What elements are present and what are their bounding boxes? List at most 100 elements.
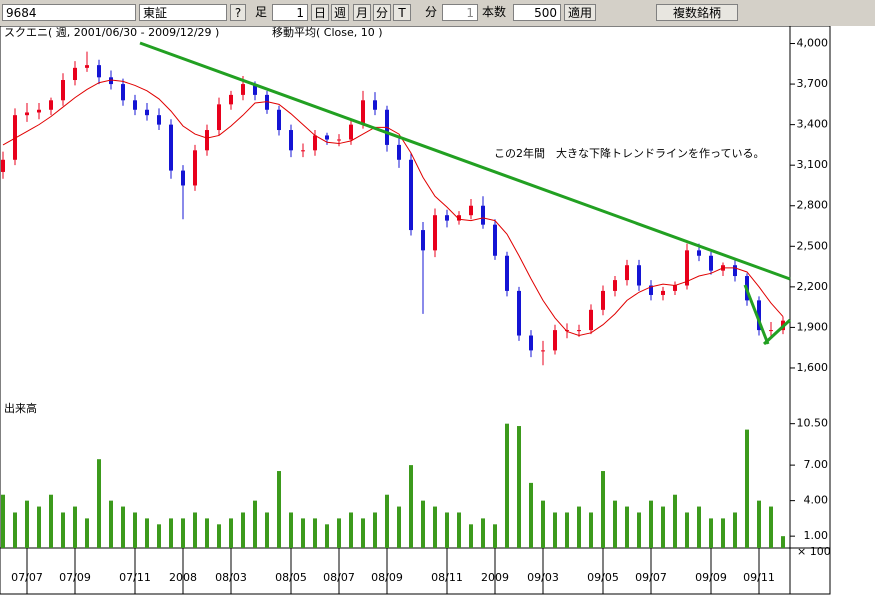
candle-body xyxy=(469,205,473,216)
candle-body xyxy=(205,130,209,151)
ma-label: 移動平均( Close, 10 ) xyxy=(272,26,383,39)
trend-line xyxy=(743,284,770,345)
period-button[interactable]: 月 xyxy=(353,4,371,21)
period-button[interactable]: 分 xyxy=(373,4,391,21)
y-tick-label: 2,200 xyxy=(797,280,829,293)
candle-body xyxy=(97,65,101,78)
candle-body xyxy=(313,135,317,151)
candle-body xyxy=(337,139,341,141)
candle-body xyxy=(325,135,329,140)
y-tick-label: 3,400 xyxy=(797,118,829,131)
volume-bar xyxy=(613,500,617,548)
candle-body xyxy=(589,309,593,331)
volume-bar xyxy=(421,500,425,548)
candle-body xyxy=(637,265,641,286)
candle-body xyxy=(121,84,125,101)
y-tick-label: 1.00 xyxy=(804,529,829,542)
apply-button[interactable]: 適用 xyxy=(564,4,596,21)
chart-title: スクエニ( 週, 2001/06/30 - 2009/12/29 ) xyxy=(4,26,219,39)
period-button[interactable]: T xyxy=(393,4,411,21)
volume-bar xyxy=(781,536,785,548)
marks xyxy=(1,51,785,548)
volume-bar xyxy=(685,512,689,548)
ashi-label: 足 xyxy=(255,5,268,19)
candle-body xyxy=(685,250,689,286)
x-tick-label: 09/07 xyxy=(635,571,667,584)
volume-bar xyxy=(217,524,221,548)
volume-bar xyxy=(733,512,737,548)
volume-bar xyxy=(553,512,557,548)
volume-unit: × 100 xyxy=(797,545,831,558)
candle-body xyxy=(697,250,701,256)
x-tick-label: 09/03 xyxy=(527,571,559,584)
candle-body xyxy=(421,230,425,251)
volume-bar xyxy=(253,500,257,548)
volume-label: 出来高 xyxy=(4,401,37,415)
candle-body xyxy=(265,94,269,110)
period-button[interactable]: 日 xyxy=(311,4,329,21)
candle-body xyxy=(181,170,185,186)
y-tick-label: 1,900 xyxy=(797,320,829,333)
volume-bar xyxy=(649,500,653,548)
candle-body xyxy=(733,265,737,277)
volume-bar xyxy=(469,524,473,548)
y-tick-label: 2,500 xyxy=(797,239,829,252)
candle-body xyxy=(649,285,653,295)
volume-bar xyxy=(709,518,713,548)
frame xyxy=(0,26,831,595)
candle-body xyxy=(565,330,569,332)
volume-bar xyxy=(85,518,89,548)
candle-body xyxy=(1,159,5,172)
candle-body xyxy=(169,124,173,171)
candle-body xyxy=(577,330,581,332)
candle-body xyxy=(601,290,605,310)
annotation: この2年間 大きな下降トレンドラインを作っている。 xyxy=(494,146,764,160)
volume-bar xyxy=(181,518,185,548)
market-select[interactable]: 東証 xyxy=(139,4,227,21)
candle-body xyxy=(157,115,161,125)
volume-bar xyxy=(397,506,401,548)
candle-body xyxy=(505,255,509,291)
candle-body xyxy=(661,290,665,295)
count-input[interactable]: 500 xyxy=(513,4,561,21)
volume-bar xyxy=(445,512,449,548)
volume-bar xyxy=(313,518,317,548)
volume-bar xyxy=(133,512,137,548)
volume-bar xyxy=(13,512,17,548)
count-label: 本数 xyxy=(482,5,507,19)
trend-line xyxy=(139,41,791,281)
volume-bar xyxy=(385,494,389,548)
multi-button[interactable]: 複数銘柄 xyxy=(656,4,738,21)
candle-body xyxy=(673,285,677,291)
volume-bar xyxy=(265,512,269,548)
volume-bar xyxy=(289,512,293,548)
volume-bar xyxy=(769,506,773,548)
candle-body xyxy=(37,109,41,113)
minute-input[interactable]: 1 xyxy=(442,4,478,21)
candle-body xyxy=(349,124,353,140)
candle-body xyxy=(769,330,773,332)
volume-bar xyxy=(157,524,161,548)
volume-bar xyxy=(637,512,641,548)
ashi-input[interactable]: 1 xyxy=(272,4,308,21)
help-button[interactable]: ? xyxy=(230,4,246,21)
volume-bar xyxy=(757,500,761,548)
candle-body xyxy=(481,205,485,225)
minute-label: 分 xyxy=(425,5,438,19)
x-tick-label: 07/07 xyxy=(11,571,43,584)
x-tick-label: 07/11 xyxy=(119,571,151,584)
volume-bar xyxy=(493,524,497,548)
candle-body xyxy=(517,290,521,336)
volume-bar xyxy=(721,518,725,548)
code-input[interactable]: 9684 xyxy=(2,4,136,21)
candle-body xyxy=(445,215,449,221)
volume-bar xyxy=(565,512,569,548)
candle-body xyxy=(145,109,149,116)
volume-bar xyxy=(673,494,677,548)
volume-bar xyxy=(373,512,377,548)
x-tick-label: 08/07 xyxy=(323,571,355,584)
volume-bar xyxy=(229,518,233,548)
period-button[interactable]: 週 xyxy=(331,4,349,21)
x-tick-label: 09/09 xyxy=(695,571,727,584)
candle-body xyxy=(49,100,53,110)
